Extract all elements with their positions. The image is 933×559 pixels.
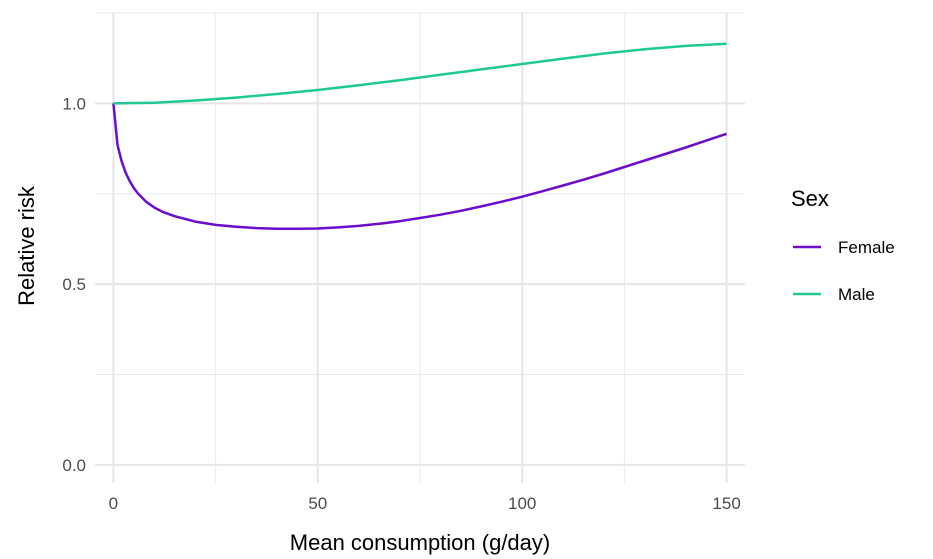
series-line-male — [113, 42, 727, 105]
x-axis-title: Mean consumption (g/day) — [290, 530, 550, 555]
minor-gridlines — [95, 12, 745, 483]
legend-label-male: Male — [838, 285, 875, 304]
y-tick-label: 0.5 — [62, 275, 86, 294]
y-axis-ticks: 0.0 0.5 1.0 — [62, 94, 86, 475]
legend: Sex Female Male — [791, 186, 895, 304]
y-axis-title: Relative risk — [14, 185, 39, 306]
legend-label-female: Female — [838, 238, 895, 257]
y-tick-label: 0.0 — [62, 456, 86, 475]
x-tick-label: 150 — [712, 494, 740, 513]
x-tick-label: 100 — [508, 494, 536, 513]
x-tick-label: 50 — [308, 494, 327, 513]
major-gridlines — [95, 13, 745, 483]
x-axis-ticks: 0 50 100 150 — [109, 494, 741, 513]
y-tick-label: 1.0 — [62, 94, 86, 113]
x-tick-label: 0 — [109, 494, 118, 513]
series-line-female — [112, 103, 727, 231]
series-lines — [112, 42, 727, 231]
legend-title: Sex — [791, 186, 829, 211]
